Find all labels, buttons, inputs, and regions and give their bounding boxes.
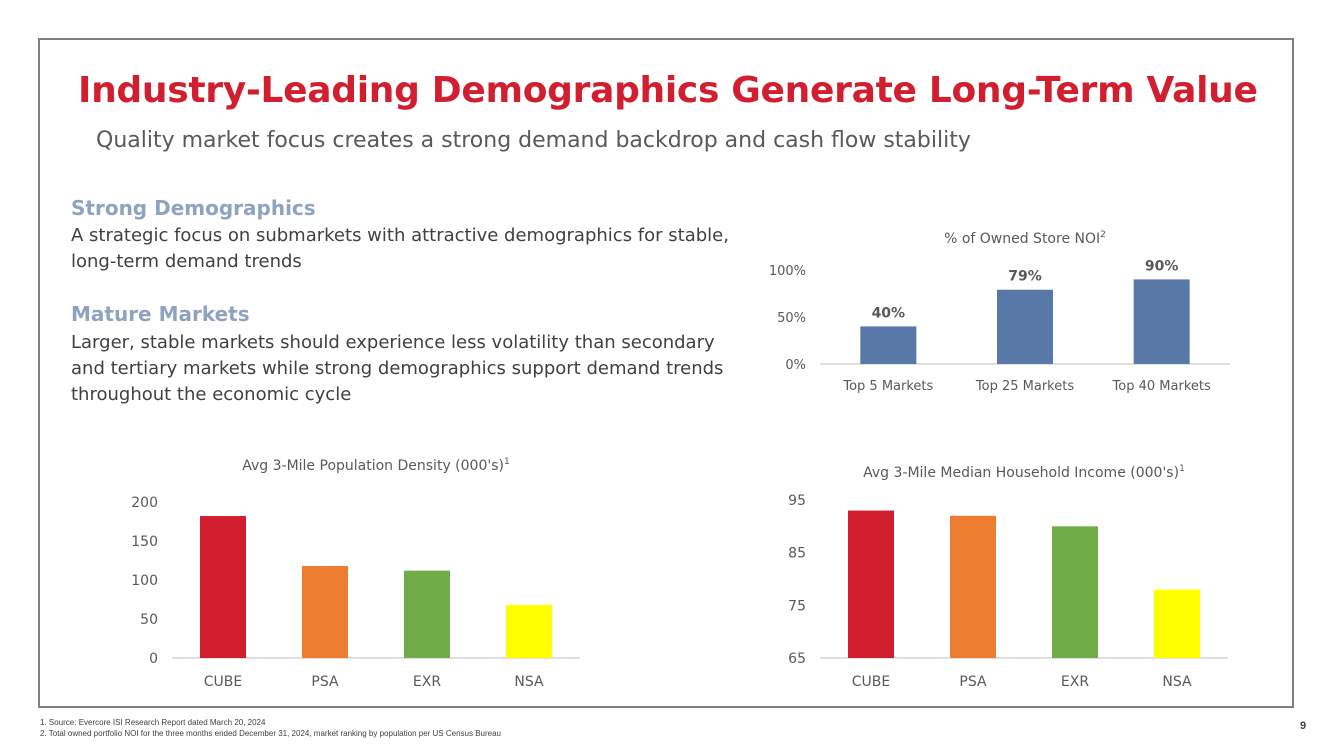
density-y-tick-label: 150 [131,534,158,550]
page-number: 9 [1300,720,1307,732]
noi-category-label: Top 25 Markets [975,379,1074,394]
density-category-label: PSA [311,674,339,690]
page-title: Industry-Leading Demographics Generate L… [78,70,1258,111]
density-bar-cube [200,516,246,658]
density-category-label: CUBE [204,674,242,690]
noi-chart-title: % of Owned Store NOI2 [944,230,1106,247]
income-y-tick-label: 95 [788,493,806,509]
noi-chart-svg: % of Owned Store NOI2 0% 50% 100% Top 5 Mark… [769,230,1230,394]
noi-category-label: Top 5 Markets [842,379,933,394]
density-bar-nsa [506,604,552,658]
noi-category-label: Top 40 Markets [1112,379,1211,394]
income-bar-cube [848,510,894,658]
income-category-label: NSA [1162,674,1192,690]
noi-data-label: 40% [872,305,906,321]
section-body-strong-demographics: A strategic focus on submarkets with att… [71,225,729,272]
density-y-tick-label: 0 [149,651,158,667]
noi-y-tick-label: 0% [785,358,806,373]
population-density-bar-chart: Avg 3-Mile Population Density (000's)1 0 5… [110,450,590,695]
noi-data-label: 79% [1008,269,1042,285]
income-y-tick-label: 85 [788,546,806,562]
income-category-label: PSA [959,674,987,690]
footnote-2: 2. Total owned portfolio NOI for the thr… [40,729,502,738]
page-subtitle: Quality market focus creates a strong de… [96,128,971,153]
noi-bar-top-25-markets [997,289,1053,364]
footnotes: 1. Source: Evercore ISI Research Report … [40,717,501,739]
noi-y-tick-label: 50% [777,311,806,326]
density-category-label: EXR [413,674,441,690]
density-y-tick-label: 100 [131,573,158,589]
density-y-tick-label: 50 [140,612,158,628]
noi-data-label: 90% [1145,258,1179,274]
income-chart-title: Avg 3-Mile Median Household Income (000'… [863,464,1185,481]
density-bar-exr [404,570,450,658]
income-bar-nsa [1154,589,1200,658]
noi-bar-chart: % of Owned Store NOI2 0% 50% 100% Top 5 Mark… [769,225,1240,400]
density-bar-psa [302,565,348,658]
density-y-tick-label: 200 [131,495,158,511]
noi-bar-top-5-markets [860,326,917,364]
household-income-bar-chart: Avg 3-Mile Median Household Income (000'… [770,455,1240,695]
section-heading-strong-demographics: Strong Demographics [71,196,316,220]
income-bar-exr [1052,526,1098,658]
noi-y-tick-label: 100% [769,264,806,279]
income-bar-psa [950,515,996,658]
noi-bar-top-40-markets [1133,279,1190,364]
income-category-label: CUBE [852,674,890,690]
income-y-tick-label: 65 [788,651,806,667]
income-category-label: EXR [1061,674,1089,690]
density-category-label: NSA [514,674,544,690]
footnote-1: 1. Source: Evercore ISI Research Report … [40,718,266,727]
income-y-tick-label: 75 [788,598,806,614]
slide-frame [38,38,1294,708]
density-chart-title: Avg 3-Mile Population Density (000's)1 [242,457,510,474]
population-density-chart-svg: Avg 3-Mile Population Density (000's)1 0 5… [131,457,580,690]
section-heading-mature-markets: Mature Markets [71,302,250,326]
section-body-mature-markets: Larger, stable markets should experience… [71,332,724,405]
household-income-chart-svg: Avg 3-Mile Median Household Income (000'… [788,464,1228,690]
